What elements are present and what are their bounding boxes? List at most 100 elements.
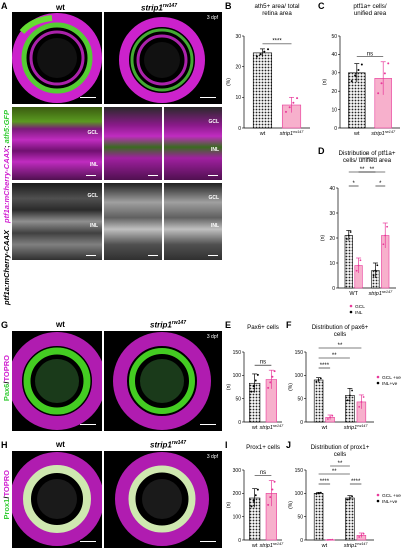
D-point-1-0-2 [376, 264, 379, 267]
C-cat-1: strip1rw147 [371, 130, 396, 137]
J-point-1-1-2 [362, 532, 365, 535]
D-point-1-0-1 [374, 269, 377, 272]
micrograph-a-mut-gray-2: GCL INL [164, 183, 222, 260]
J-point-0-1-2 [331, 538, 334, 541]
B-point-1-0 [284, 110, 287, 113]
J-legend-label-1: GCL +ve [382, 493, 401, 499]
I-point-1-3 [273, 480, 276, 483]
G-legend-marker-0 [376, 381, 380, 385]
G-sig-1: ** [332, 353, 337, 359]
stage-label-a: 3 dpf [206, 15, 218, 21]
J-ytick-label-3: 150 [295, 468, 304, 474]
micrograph-a-mut-zoom-1 [104, 107, 162, 180]
D-legend-marker-0 [349, 310, 353, 314]
F-cat-1-sup: rw147 [273, 424, 284, 428]
G-point-0-0-1 [317, 379, 320, 381]
I-point-1-0 [267, 503, 270, 506]
C-sig: ns [367, 51, 373, 57]
C-ytick-label-4: 40 [331, 52, 337, 58]
G-ytick-label-0: 0 [300, 420, 303, 426]
J-title-1: cells [334, 451, 346, 458]
D-sig-2: ** [360, 167, 365, 173]
C-ytick-label-0: 0 [334, 126, 337, 132]
J-point-0-0-0 [315, 493, 318, 495]
J-point-0-1-0 [326, 539, 329, 541]
G-point-1-1-2 [362, 396, 365, 398]
C-title-0: ptf1a+ cells/ [353, 3, 386, 10]
B-point-1-1 [288, 106, 291, 109]
D-point-0-0-0 [345, 238, 348, 240]
col-header-mut-a: strip1rw147 [141, 3, 177, 13]
micrograph-a-mut-eye: 3 dpf [104, 12, 222, 104]
B-ytick-label-2: 20 [235, 64, 241, 70]
D-point-0-1-0 [355, 269, 358, 272]
I-point-1-1 [269, 496, 272, 499]
col-header-wt-h: wt [56, 440, 65, 449]
micrograph-a-wt-gray: GCL INL [12, 183, 102, 260]
C-point-0-1 [354, 74, 357, 77]
F-sig: ns [260, 360, 266, 366]
D-sig-4: * [366, 153, 369, 159]
J-title-0: Distribution of prox1+ [311, 444, 370, 451]
micrograph-a-mut-zoom-2: GCL INL [164, 107, 222, 180]
C-ytick-label-1: 10 [331, 107, 337, 113]
G-cat-0: wt [321, 425, 328, 431]
G-point-0-1-1 [329, 416, 332, 419]
F-cat-1-gene: strip1 [259, 425, 272, 431]
I-ytick-label-0: 0 [238, 538, 241, 544]
J-sig-0: **** [320, 479, 330, 485]
chart-j: Distribution of prox1+cells 0 50 100 150 (%) w… [288, 444, 401, 549]
D-point-1-1-1 [384, 234, 387, 237]
D-point-1-1-0 [382, 243, 385, 246]
chart-i: Prox1+ cells 0 100 200 300 (n) wt strip1rw147 ns [226, 444, 284, 549]
I-ytick-label-3: 300 [233, 468, 242, 474]
F-point-0-0 [250, 390, 253, 393]
gcl-label: GCL [87, 193, 98, 199]
F-point-1-0 [267, 386, 270, 389]
C-point-1-1 [380, 82, 383, 85]
D-bar-0-0 [344, 235, 353, 289]
I-ytick-label-1: 100 [233, 514, 242, 520]
J-ytick-label-2: 100 [295, 491, 304, 497]
B-title-1: retina area [262, 10, 292, 17]
micrograph-h-wt [12, 451, 102, 548]
J-point-1-1-1 [360, 534, 363, 537]
chart-c: ptf1a+ cells/unified area 0 10 20 30 40 50 (n) w… [322, 3, 400, 137]
B-point-0-3 [267, 48, 270, 51]
C-ytick-label-5: 50 [331, 34, 337, 40]
panel-label-e: G [1, 320, 9, 330]
C-cat-0: wt [353, 131, 360, 137]
B-point-0-2 [263, 50, 266, 53]
J-legend-marker-0 [376, 499, 380, 503]
micrograph-a-wt-zoom: GCL INL [12, 107, 102, 180]
B-cat-1: strip1rw147 [280, 130, 305, 137]
D-ytick-label-3: 30 [329, 211, 335, 217]
D-point-0-1-2 [359, 259, 362, 262]
G-legend-marker-1 [376, 375, 380, 379]
gcl-label: GCL [208, 119, 219, 125]
I-cat-1-gene: strip1 [259, 543, 272, 549]
D-sig-3: ** [370, 167, 375, 173]
F-point-1-1 [269, 381, 272, 384]
D-cat-1-sup: rw147 [382, 290, 393, 294]
J-point-0-0-2 [319, 491, 322, 494]
gcl-label: GCL [87, 130, 98, 136]
D-cat-1: strip1rw147 [368, 290, 393, 297]
D-ytick-label-2: 20 [329, 236, 335, 242]
F-ylabel: (n) [226, 384, 232, 390]
D-ytick-label-4: 40 [329, 186, 335, 192]
panel-label-a: A [1, 1, 8, 11]
G-cat-1-sup: rw147 [357, 424, 368, 428]
I-cat-1: strip1rw147 [259, 542, 284, 549]
G-point-1-0-2 [351, 389, 354, 392]
inl-label: INL [210, 223, 219, 229]
F-point-1-3 [273, 370, 276, 373]
B-cat-1-gene: strip1 [280, 131, 293, 137]
D-ytick-label-0: 0 [332, 286, 335, 292]
C-ytick-label-2: 20 [331, 89, 337, 95]
G-title-0: Distribution of pax6+ [312, 324, 369, 331]
J-sig-1: ** [332, 469, 337, 475]
C-point-1-0 [377, 92, 380, 95]
I-ylabel: (n) [226, 502, 232, 508]
